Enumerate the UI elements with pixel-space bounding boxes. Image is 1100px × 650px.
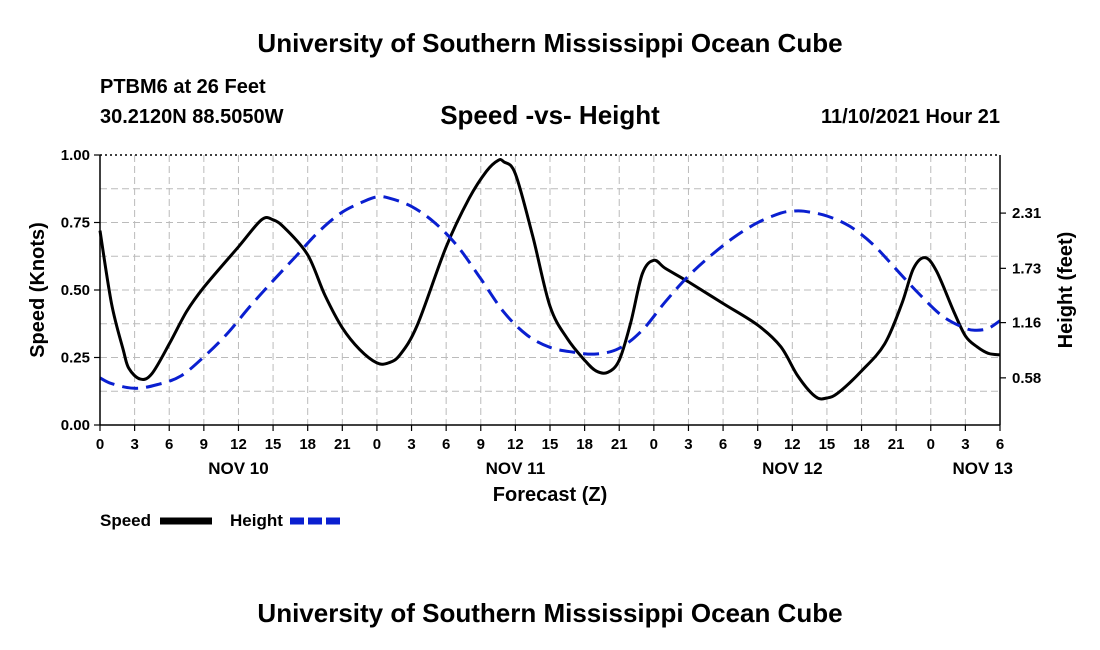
x-tick-label: 12 [507, 436, 524, 453]
x-tick-label: 15 [265, 436, 282, 453]
axis-labels: 0 3 6 9 12 15 18 21 0 3 6 9 12 15 18 21 0 3 6 9 12 15 18 21 0 3 6 N… [27, 147, 1077, 506]
x-tick-label: 12 [784, 436, 801, 453]
x-tick-label: 3 [130, 436, 138, 453]
date-label: NOV 11 [486, 459, 546, 478]
date-label: NOV 13 [952, 459, 1012, 478]
x-tick-label: 0 [927, 436, 935, 453]
y2-axis-title: Height (feet) [1055, 232, 1077, 349]
y2-tick-label: 1.73 [1012, 260, 1041, 277]
x-tick-label: 0 [373, 436, 381, 453]
date-label: NOV 10 [208, 459, 268, 478]
y-tick-label: 0.50 [61, 282, 90, 299]
x-tick-label: 21 [611, 436, 628, 453]
y-axis-title: Speed (Knots) [27, 222, 49, 358]
y-tick-label: 0.75 [61, 215, 90, 232]
date-label: NOV 12 [762, 459, 822, 478]
station-coords: 30.2120N 88.5050W [100, 106, 284, 128]
y2-tick-label: 2.31 [1012, 205, 1041, 222]
y2-tick-label: 0.58 [1012, 370, 1041, 387]
x-tick-label: 9 [200, 436, 208, 453]
height-series-line [99, 195, 1001, 390]
x-tick-label: 18 [576, 436, 593, 453]
y-tick-label: 1.00 [61, 147, 90, 164]
x-tick-label: 12 [230, 436, 247, 453]
x-tick-label: 6 [719, 436, 727, 453]
grid-lines [100, 155, 1000, 425]
x-tick-label: 18 [853, 436, 870, 453]
chart-title: Speed -vs- Height [440, 100, 660, 130]
x-tick-label: 0 [96, 436, 104, 453]
x-tick-label: 9 [477, 436, 485, 453]
x-tick-label: 3 [407, 436, 415, 453]
x-tick-label: 9 [754, 436, 762, 453]
y-tick-label: 0.25 [61, 350, 90, 367]
forecast-datetime: 11/10/2021 Hour 21 [820, 106, 1000, 128]
x-tick-label: 3 [961, 436, 969, 453]
x-tick-label: 21 [334, 436, 351, 453]
axis-ticks [94, 154, 1006, 431]
x-tick-label: 6 [442, 436, 450, 453]
x-axis-title: Forecast (Z) [493, 484, 607, 506]
y2-tick-label: 1.16 [1012, 315, 1041, 332]
page-title: University of Southern Mississippi Ocean… [257, 28, 843, 58]
legend-label-height: Height [230, 511, 283, 530]
footer-title: University of Southern Mississippi Ocean… [257, 598, 843, 628]
station-label: PTBM6 at 26 Feet [100, 76, 266, 98]
x-tick-label: 3 [684, 436, 692, 453]
x-tick-label: 6 [165, 436, 173, 453]
x-tick-label: 21 [888, 436, 905, 453]
x-tick-label: 18 [299, 436, 316, 453]
x-tick-label: 15 [819, 436, 836, 453]
y-tick-label: 0.00 [61, 417, 90, 434]
chart-legend: Speed Height [100, 511, 342, 530]
series-lines [98, 158, 1001, 401]
speed-series-line [98, 158, 1001, 401]
legend-label-speed: Speed [100, 511, 151, 530]
x-tick-label: 0 [650, 436, 658, 453]
x-tick-label: 15 [542, 436, 559, 453]
x-tick-label: 6 [996, 436, 1004, 453]
